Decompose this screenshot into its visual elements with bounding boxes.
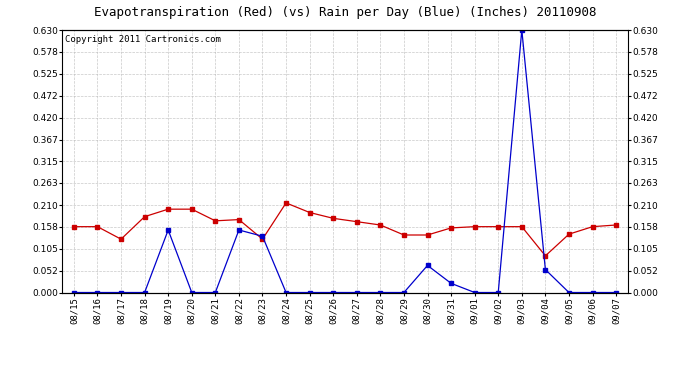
Text: Copyright 2011 Cartronics.com: Copyright 2011 Cartronics.com	[65, 35, 221, 44]
Text: Evapotranspiration (Red) (vs) Rain per Day (Blue) (Inches) 20110908: Evapotranspiration (Red) (vs) Rain per D…	[94, 6, 596, 19]
